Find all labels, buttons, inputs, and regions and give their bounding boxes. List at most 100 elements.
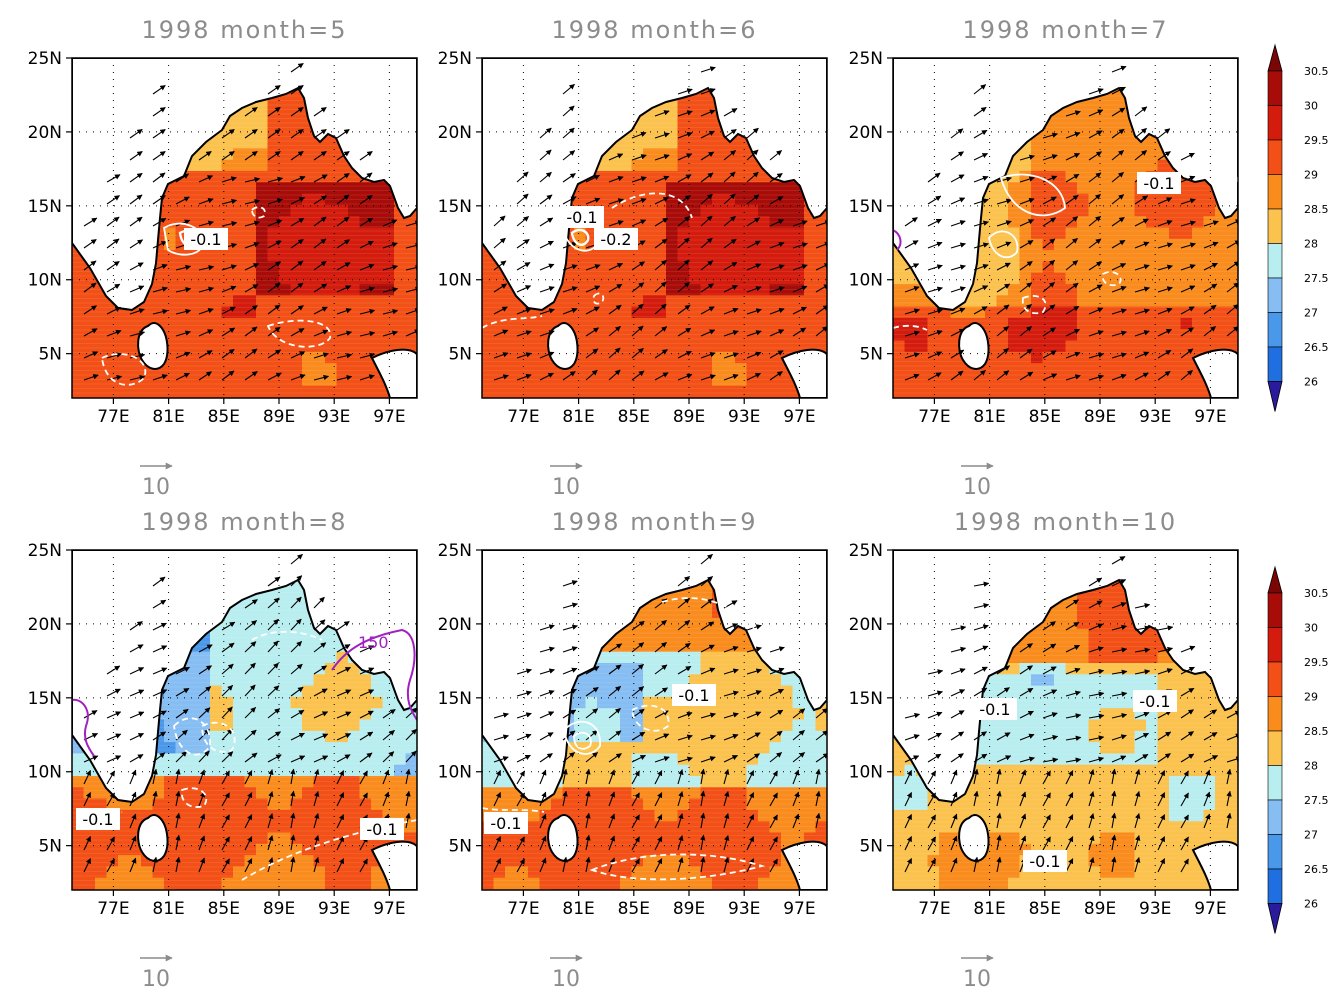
sst-cell [302, 855, 315, 867]
sst-cell [233, 809, 246, 822]
sst-cell [164, 708, 177, 721]
sst-cell [279, 764, 292, 777]
sst-cell [175, 753, 188, 766]
sst-cell [1077, 103, 1090, 116]
sst-cell [608, 374, 621, 387]
wind-arrow [1088, 130, 1103, 139]
sst-cell [210, 171, 223, 183]
sst-cell [290, 674, 303, 687]
sst-cell [302, 306, 315, 319]
sst-cell [1157, 306, 1170, 319]
sst-cell [654, 340, 667, 353]
sst-cell [394, 284, 407, 296]
wind-arrow [608, 325, 621, 337]
sst-cell [677, 103, 690, 116]
sst-cell [620, 629, 633, 641]
sst-cell [631, 719, 644, 732]
wind-arrow [1226, 304, 1238, 315]
sst-cell [267, 125, 280, 138]
sst-cell [198, 329, 211, 342]
sst-cell [129, 317, 142, 330]
sst-cell [359, 674, 372, 687]
sst-cell [187, 351, 200, 364]
sst-cell [359, 696, 372, 709]
sst-cell [256, 742, 269, 754]
sst-cell [769, 238, 782, 251]
sst-cell [1226, 261, 1238, 274]
sst-cell [1019, 182, 1032, 195]
sst-cell [313, 832, 326, 845]
sst-cell [1180, 385, 1193, 398]
wind-arrow [1180, 306, 1195, 315]
sst-cell [1054, 374, 1067, 387]
sst-cell [1111, 114, 1124, 127]
sst-cell [1100, 351, 1113, 364]
sst-cell [405, 832, 417, 845]
wind-arrow [562, 127, 575, 139]
wind-arrow [244, 150, 258, 161]
wind-arrow [405, 308, 417, 315]
sst-cell [689, 351, 702, 364]
sst-cell [72, 329, 85, 342]
sst-cell [198, 866, 211, 879]
sst-cell [689, 137, 702, 149]
sst-cell [666, 125, 679, 138]
sst-cell [187, 809, 200, 822]
sst-cell [585, 374, 598, 387]
sst-cell [916, 385, 929, 398]
sst-cell [198, 148, 211, 161]
wind-arrow [1134, 150, 1148, 161]
sst-cell [244, 685, 257, 698]
sst-cell [233, 182, 246, 195]
wind-arrow [1111, 86, 1126, 95]
sst-cell [574, 385, 587, 398]
sst-cell [1157, 216, 1170, 229]
sst-cell [985, 250, 998, 262]
sst-cell [1134, 261, 1147, 274]
sst-cell [233, 193, 246, 206]
sst-cell [210, 674, 223, 687]
sst-cell [256, 640, 269, 653]
sst-cell [482, 351, 495, 364]
lon-tick-label: 93E [728, 407, 760, 427]
wind-arrow [382, 791, 390, 807]
sst-cell [1203, 182, 1216, 195]
sst-cell [666, 204, 679, 217]
sst-cell [1111, 340, 1124, 353]
sst-cell [313, 374, 326, 387]
sst-cell [769, 696, 782, 709]
sst-cell [1077, 171, 1090, 183]
wind-arrow [359, 217, 374, 227]
sst-cell [973, 250, 986, 262]
wind-arrow [152, 645, 168, 653]
wind-arrow [1157, 242, 1173, 249]
sst-cell [643, 238, 656, 251]
sst-cell [267, 250, 280, 262]
sst-cell [371, 730, 384, 743]
sst-cell [175, 250, 188, 262]
sst-cell [1042, 306, 1055, 319]
sst-cell [233, 685, 246, 698]
wind-arrow [336, 128, 350, 139]
sst-cell [221, 171, 234, 183]
wind-arrow [382, 287, 399, 293]
sst-cell [631, 640, 644, 653]
sst-cell [893, 397, 906, 398]
wind-arrow [927, 218, 942, 227]
sst-cell [221, 272, 234, 285]
sst-cell [302, 640, 315, 653]
sst-cell [700, 171, 713, 183]
sst-cell [1226, 295, 1238, 308]
sst-cell [359, 719, 372, 732]
sst-cell [279, 238, 292, 251]
sst-cell [769, 227, 782, 240]
wind-arrow [244, 729, 257, 741]
sst-cell [758, 674, 771, 687]
sst-cell [597, 374, 610, 387]
wind-arrow [950, 286, 966, 293]
wind-arrow [585, 306, 600, 315]
sst-cell [620, 340, 633, 353]
sst-cell [700, 595, 713, 608]
sst-cell [1088, 204, 1101, 217]
wind-arrow [700, 374, 716, 381]
